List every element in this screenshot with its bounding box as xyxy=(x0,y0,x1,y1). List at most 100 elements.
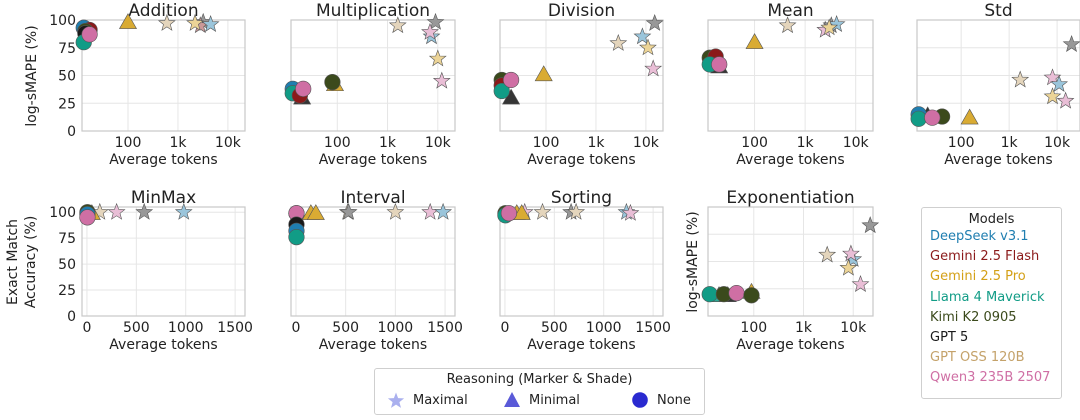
point-qwen3-235b-2507-none xyxy=(295,80,312,97)
x-tick-label: 10k xyxy=(843,135,870,151)
x-tick-label: 1000 xyxy=(168,320,204,336)
x-tick-label: 1k xyxy=(795,320,813,336)
point-gpt-oss-120b-maximal xyxy=(778,16,797,34)
point-gemini-2-5-pro-maximal xyxy=(639,38,657,56)
point-gpt-5-maximal xyxy=(1062,35,1080,53)
x-tick-label: 100 xyxy=(115,135,142,151)
point-qwen3-235b-2507-maximal xyxy=(1043,68,1062,86)
legend-item-gemini-2-5-flash: Gemini 2.5 Flash xyxy=(930,249,1040,265)
point-gemini-2-5-pro-maximal xyxy=(820,18,839,36)
x-axis-label: Average tokens xyxy=(319,152,427,168)
x-tick-label: 1k xyxy=(379,135,397,151)
reasoning-legend-item-none: None xyxy=(631,391,691,409)
x-tick-label: 500 xyxy=(123,320,150,336)
point-kimi-k2-0905-none xyxy=(324,74,341,91)
point-gpt-5-maximal xyxy=(339,202,358,220)
legend-item-gemini-2-5-pro: Gemini 2.5 Pro xyxy=(930,269,1026,285)
x-tick-label: 1k xyxy=(169,135,187,151)
point-gpt-oss-120b-maximal xyxy=(609,33,628,51)
panel-frame xyxy=(707,19,874,132)
triangle-marker-icon xyxy=(504,392,520,407)
panel-title: Division xyxy=(548,1,615,21)
point-qwen3-235b-2507-maximal xyxy=(1056,91,1075,109)
point-gemini-2-5-pro-minimal xyxy=(306,204,325,220)
y-tick-label: 0 xyxy=(67,309,76,325)
reasoning-legend-items: Maximal Minimal None xyxy=(375,391,704,413)
point-qwen3-235b-2507-none xyxy=(79,209,96,226)
point-gemini-2-5-pro-minimal xyxy=(534,65,553,82)
point-gemini-2-5-pro-maximal xyxy=(186,13,204,31)
panel-frame xyxy=(81,206,246,317)
y-axis-label-bottom-line2: Accuracy (%) xyxy=(23,216,39,309)
y-axis-label-exponentiation: log-sMAPE (%) xyxy=(685,211,701,312)
x-tick-label: 0 xyxy=(292,320,301,336)
x-tick-label: 1000 xyxy=(586,320,622,336)
point-qwen3-235b-2507-none xyxy=(81,26,98,43)
x-axis-label: Average tokens xyxy=(319,337,427,353)
y-tick-label: 25 xyxy=(58,96,76,112)
panel-title: Mean xyxy=(767,1,813,21)
point-qwen3-235b-2507-none xyxy=(711,56,728,73)
x-tick-label: 10k xyxy=(215,135,242,151)
x-tick-label: 500 xyxy=(541,320,568,336)
x-tick-label: 1500 xyxy=(217,320,253,336)
panel-frame xyxy=(707,206,874,317)
point-gemini-2-5-pro-minimal xyxy=(960,108,979,125)
x-axis-label: Average tokens xyxy=(109,152,217,168)
x-axis-label: Average tokens xyxy=(736,337,844,353)
x-axis-label: Average tokens xyxy=(944,152,1052,168)
x-tick-label: 100 xyxy=(324,135,351,151)
x-axis-label: Average tokens xyxy=(527,152,635,168)
x-tick-label: 1500 xyxy=(427,320,463,336)
y-tick-label: 100 xyxy=(49,205,76,221)
x-tick-label: 1k xyxy=(1001,135,1019,151)
x-axis-label: Average tokens xyxy=(109,337,217,353)
point-gemini-2-5-pro-maximal xyxy=(1043,87,1062,105)
point-gpt-oss-120b-maximal xyxy=(157,13,176,31)
point-qwen3-235b-2507-maximal xyxy=(621,203,640,221)
x-tick-label: 1k xyxy=(587,135,605,151)
panel-frame xyxy=(916,19,1080,132)
point-qwen3-235b-2507-none xyxy=(924,109,941,126)
circle-marker-icon xyxy=(632,392,648,408)
point-qwen3-235b-2507-maximal xyxy=(421,202,440,220)
point-llama-4-maverick-none xyxy=(701,286,718,303)
y-tick-label: 0 xyxy=(67,124,76,140)
x-tick-label: 500 xyxy=(332,320,359,336)
models-legend-title: Models xyxy=(968,212,1015,227)
panel-frame xyxy=(81,19,246,132)
x-tick-label: 1k xyxy=(797,135,815,151)
x-tick-label: 100 xyxy=(533,135,560,151)
point-qwen3-235b-2507-maximal xyxy=(107,202,126,220)
y-axis-label-bottom-line1: Exact Match xyxy=(5,219,21,305)
models-legend: Models DeepSeek v3.1 Gemini 2.5 Flash Gemi… xyxy=(921,207,1062,399)
legend-item-llama-4-maverick: Llama 4 Maverick xyxy=(930,289,1045,305)
legend-item-gpt-oss-120b: GPT OSS 120B xyxy=(930,350,1025,366)
legend-item-deepseek-v3-1: DeepSeek v3.1 xyxy=(930,229,1029,244)
point-qwen3-235b-2507-maximal xyxy=(842,244,860,262)
x-tick-label: 1000 xyxy=(378,320,414,336)
point-qwen3-235b-2507-none xyxy=(502,71,520,89)
x-tick-label: 10k xyxy=(1044,135,1071,151)
point-gpt-oss-120b-maximal xyxy=(388,16,407,34)
y-tick-label: 100 xyxy=(49,13,76,29)
point-llama-4-maverick-none xyxy=(493,82,510,100)
panel-title: Addition xyxy=(128,1,198,21)
y-tick-label: 75 xyxy=(58,41,76,57)
point-deepseek-v3-1-maximal xyxy=(1050,75,1069,93)
point-qwen3-235b-2507-none xyxy=(728,285,745,302)
y-tick-label: 75 xyxy=(58,231,76,247)
panel-frame xyxy=(499,206,664,317)
point-deepseek-v3-1-maximal xyxy=(201,15,220,32)
panel-title: Exponentiation xyxy=(726,188,854,208)
x-tick-label: 0 xyxy=(500,320,509,336)
